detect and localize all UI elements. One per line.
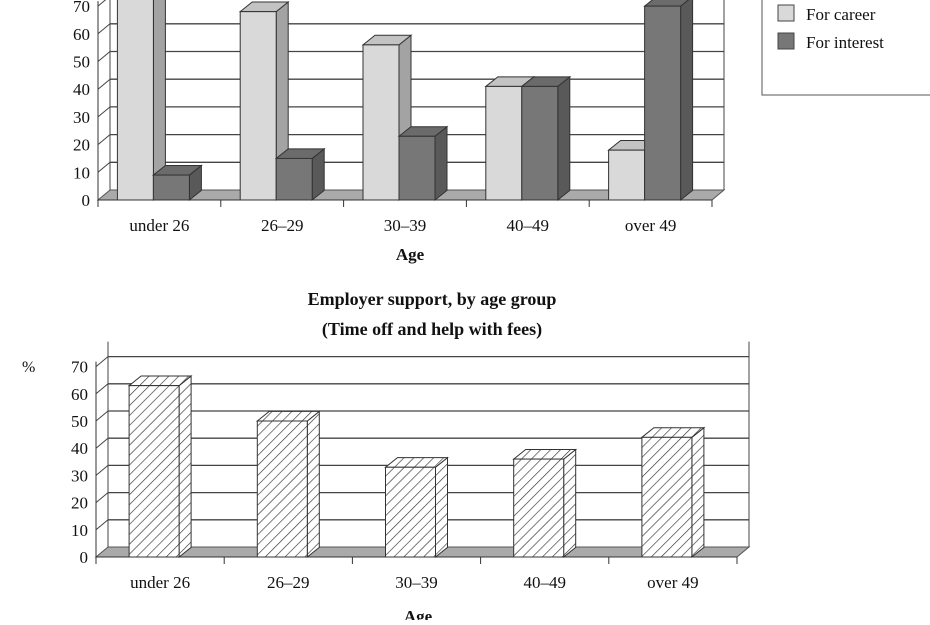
top-chart: 0 10 20 30 40 50 60 70 under 26 26–29 30–39 40–49 ov…: [73, 0, 726, 235]
bar-employer-support: [128, 385, 180, 558]
top-gridline-diag: [97, 161, 111, 173]
bar-interest: [521, 85, 559, 201]
bar-employer-support: [385, 466, 436, 558]
bar-interest: [152, 174, 190, 201]
legend: For career For interest: [761, 0, 930, 96]
top-ytick-label: 30: [73, 108, 90, 127]
bottom-xlabel: Age: [404, 607, 433, 620]
top-xtick-label: 40–49: [507, 216, 550, 235]
top-ytick-label: 10: [73, 163, 90, 182]
top-xlabel: Age: [396, 245, 425, 264]
bottom-xtick-label: 40–49: [523, 573, 566, 592]
top-xtick-label: 26–29: [261, 216, 304, 235]
top-ytick-label: 40: [73, 80, 90, 99]
bottom-title: Employer support, by age group: [308, 289, 557, 309]
bar-employer-support: [256, 420, 308, 558]
legend-label-career: For career: [806, 5, 876, 24]
bottom-gridline-diag: [95, 437, 109, 449]
bar-interest: [398, 135, 436, 201]
bar-employer-support-side: [435, 456, 448, 559]
top-ytick-label: 20: [73, 136, 90, 155]
top-gridline-diag: [97, 51, 111, 62]
bottom-gridline-diag: [95, 519, 109, 531]
bottom-ylabel: %: [22, 359, 35, 376]
bar-interest: [644, 5, 682, 201]
top-xtick-label: under 26: [129, 216, 189, 235]
bar-employer-support-side: [306, 410, 320, 559]
bar-employer-support: [513, 458, 565, 558]
bar-interest-side: [680, 0, 694, 202]
bottom-ytick-label: 40: [71, 439, 88, 458]
bar-interest: [275, 157, 313, 201]
legend-label-interest: For interest: [806, 33, 884, 52]
bottom-ytick-label: 0: [80, 548, 89, 567]
bar-career: [239, 11, 277, 201]
bottom-ytick-label: 60: [71, 385, 88, 404]
bottom-xtick-label: under 26: [130, 573, 190, 592]
bar-career: [608, 149, 646, 201]
legend-swatch-career: [777, 4, 795, 22]
top-xtick-label: 30–39: [384, 216, 427, 235]
bottom-gridline-diag: [95, 383, 109, 395]
top-gridline-diag: [97, 106, 111, 118]
bar-employer-support-side: [178, 374, 192, 559]
bar-employer-support-side: [563, 448, 577, 559]
top-xtick-label: over 49: [625, 216, 676, 235]
bottom-ytick-label: 50: [71, 412, 88, 431]
bottom-ytick-label: 70: [71, 358, 88, 377]
top-gridline-diag: [97, 134, 111, 145]
bar-career: [485, 85, 523, 201]
bar-interest-side: [557, 75, 571, 202]
bar-employer-support-side: [691, 426, 705, 559]
bar-interest-side: [434, 125, 448, 202]
bottom-ytick-label: 20: [71, 494, 88, 513]
bar-employer-support: [641, 436, 693, 558]
bottom-gridline-diag: [95, 492, 109, 503]
top-ytick-label: 70: [73, 0, 90, 16]
bar-career: [362, 44, 400, 201]
bottom-xtick-label: 26–29: [267, 573, 310, 592]
top-ytick-label: 0: [82, 191, 91, 210]
top-gridline-diag: [97, 23, 111, 35]
top-gridline-diag: [97, 78, 111, 90]
bottom-xtick-label: over 49: [647, 573, 698, 592]
legend-swatch-interest: [777, 32, 795, 50]
bottom-ytick-label: 30: [71, 466, 88, 485]
bottom-gridline-diag: [95, 356, 109, 367]
bar-career: [116, 0, 154, 201]
bottom-chart: 0 10 20 30 40 50 60 70 under 26 26–29 30–39 40–49 ov…: [71, 341, 751, 592]
top-ytick-label: 50: [73, 53, 90, 72]
bottom-subtitle: (Time off and help with fees): [322, 319, 542, 340]
bottom-ytick-label: 10: [71, 521, 88, 540]
bottom-xtick-label: 30–39: [395, 573, 438, 592]
bottom-gridline-diag: [95, 410, 109, 422]
bottom-gridline-diag: [95, 465, 109, 476]
top-gridline-diag: [97, 0, 107, 7]
top-ytick-label: 60: [73, 25, 90, 44]
